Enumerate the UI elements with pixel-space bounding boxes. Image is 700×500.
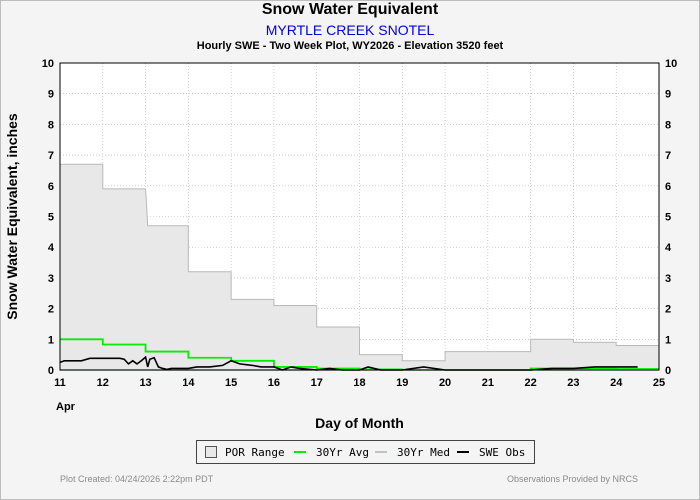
y-tick-left-8: 8 xyxy=(48,119,54,131)
y-axis-title: Snow Water Equivalent, inches xyxy=(4,113,20,320)
legend-swatch-avg xyxy=(294,451,306,453)
y-tick-right-1: 1 xyxy=(665,334,671,346)
y-tick-right-2: 2 xyxy=(665,304,671,316)
y-tick-left-0: 0 xyxy=(48,365,54,377)
y-tick-right-0: 0 xyxy=(665,365,671,377)
plot-created-text: Plot Created: 04/24/2026 2:22pm PDT xyxy=(60,474,214,484)
x-tick-15: 15 xyxy=(225,377,237,389)
x-month-label: Apr xyxy=(56,401,76,413)
station-name: MYRTLE CREEK SNOTEL xyxy=(265,22,435,38)
x-tick-13: 13 xyxy=(139,377,151,389)
y-tick-left-6: 6 xyxy=(48,181,54,193)
y-tick-left-1: 1 xyxy=(48,334,54,346)
y-tick-left-3: 3 xyxy=(48,273,54,285)
legend-swatch-obs xyxy=(457,451,469,453)
x-tick-24: 24 xyxy=(610,377,623,389)
y-tick-left-2: 2 xyxy=(48,304,54,316)
x-axis-title: Day of Month xyxy=(315,415,404,431)
y-tick-right-10: 10 xyxy=(665,58,677,70)
x-tick-25: 25 xyxy=(653,377,665,389)
legend: POR Range 30Yr Avg 30Yr Med SWE Obs xyxy=(196,440,535,464)
y-tick-right-9: 9 xyxy=(665,89,671,101)
x-tick-12: 12 xyxy=(97,377,109,389)
y-tick-right-5: 5 xyxy=(665,212,671,224)
y-tick-left-9: 9 xyxy=(48,89,54,101)
x-tick-17: 17 xyxy=(311,377,323,389)
x-tick-16: 16 xyxy=(268,377,280,389)
y-tick-right-7: 7 xyxy=(665,150,671,162)
observations-provider: Observations Provided by NRCS xyxy=(506,474,638,484)
legend-swatch-por xyxy=(205,446,217,458)
legend-item-med: 30Yr Med xyxy=(375,445,450,459)
legend-label-med: 30Yr Med xyxy=(397,445,450,459)
y-tick-left-7: 7 xyxy=(48,150,54,162)
x-tick-21: 21 xyxy=(482,377,494,389)
legend-item-obs: SWE Obs xyxy=(457,445,525,459)
legend-label-obs: SWE Obs xyxy=(479,445,526,459)
y-tick-left-10: 10 xyxy=(42,58,54,70)
legend-item-por: POR Range xyxy=(205,445,285,459)
y-tick-right-4: 4 xyxy=(665,242,672,254)
x-tick-23: 23 xyxy=(567,377,579,389)
chart-title: Snow Water Equivalent xyxy=(261,1,439,18)
legend-label-por: POR Range xyxy=(225,445,285,459)
series-por-range-area xyxy=(60,164,659,370)
series-por-range-edge xyxy=(60,163,659,362)
plot-border xyxy=(59,62,660,371)
legend-label-avg: 30Yr Avg xyxy=(316,445,369,459)
y-tick-right-6: 6 xyxy=(665,181,671,193)
y-tick-right-8: 8 xyxy=(665,119,671,131)
legend-swatch-med xyxy=(375,451,387,453)
y-tick-right-3: 3 xyxy=(665,273,671,285)
x-tick-11: 11 xyxy=(54,377,66,389)
x-tick-18: 18 xyxy=(353,377,365,389)
series-swe-obs-line xyxy=(59,355,638,371)
x-tick-19: 19 xyxy=(396,377,408,389)
x-tick-20: 20 xyxy=(439,377,451,389)
y-tick-left-5: 5 xyxy=(48,212,54,224)
x-tick-14: 14 xyxy=(182,377,195,389)
x-tick-22: 22 xyxy=(525,377,537,389)
legend-item-avg: 30Yr Avg xyxy=(294,445,369,459)
y-tick-left-4: 4 xyxy=(48,242,55,254)
chart-subtitle: Hourly SWE - Two Week Plot, WY2026 - Ele… xyxy=(196,40,504,52)
